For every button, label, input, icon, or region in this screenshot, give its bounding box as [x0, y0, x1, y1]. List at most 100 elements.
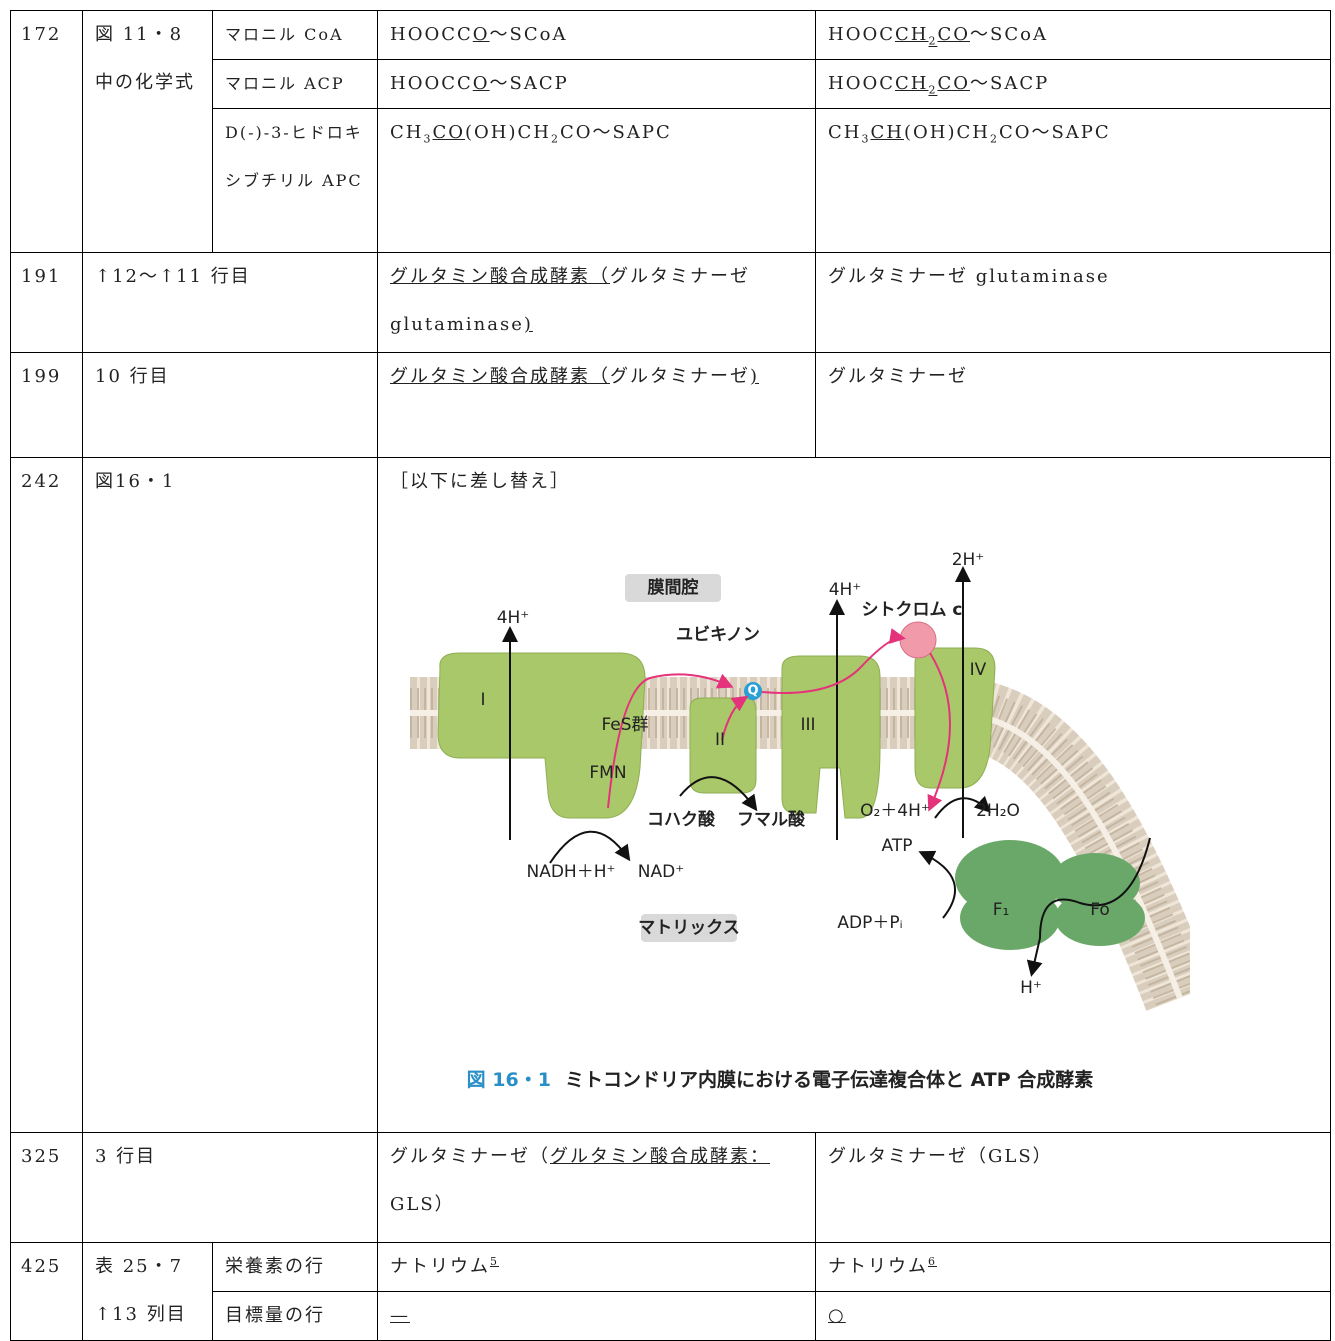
figure-label: H⁺: [1020, 978, 1042, 998]
page-number: 199: [21, 366, 62, 387]
complex-ii: [689, 697, 757, 794]
text-run: GLS）: [390, 1194, 455, 1215]
right-cell: CH3CH(OH)CH2CO～SAPC: [815, 108, 1331, 253]
arrow: [679, 776, 758, 812]
wrong-cell: グルタミナーゼ（グルタミン酸合成酵素： GLS）: [377, 1132, 816, 1243]
page-cell: 191: [10, 252, 83, 353]
row: 242 図16・1 ［以下に差し替え］ 膜間腔 4H⁺ ユビキノン 4H⁺ シトクロム c 2H…: [10, 457, 1331, 1133]
right-cell: グルタミナーゼ glutaminase: [815, 252, 1331, 353]
arrow: [721, 695, 749, 741]
arrow: [927, 652, 951, 812]
figure-label: O₂＋4H⁺: [860, 801, 930, 821]
term: 栄養素の行: [225, 1256, 325, 1277]
styled-run: 2: [550, 132, 560, 146]
figure-label: F₁: [993, 900, 1010, 920]
term: マロニル CoA: [225, 25, 344, 44]
term-cell: マロニル CoA: [212, 10, 378, 60]
errata-table: 172 図 11・8 中の化学式 マロニル CoA HOOCCO～SCoA HOOCCH…: [10, 10, 1331, 1341]
styled-run: 2: [928, 34, 938, 48]
page-cell: 199: [10, 352, 83, 458]
figure-label: ATP: [882, 836, 913, 856]
figure-label: NAD⁺: [638, 862, 684, 882]
text-run: ～SACP: [489, 73, 569, 94]
styled-run: CH: [870, 122, 904, 143]
page-number: 242: [21, 471, 62, 492]
text-run: グルタミナーゼ（GLS）: [828, 1146, 1053, 1167]
figure-caption: 図 16・1 ミトコンドリア内膜における電子伝達複合体と ATP 合成酵素: [467, 1068, 1094, 1091]
wrong-cell: CH3CO(OH)CH2CO～SAPC: [377, 108, 816, 253]
figure-label: 4H⁺: [497, 608, 530, 628]
complex-i: [437, 652, 646, 819]
text-run: CH: [390, 122, 424, 143]
figure-label: III: [800, 715, 815, 735]
styled-run: CH: [894, 24, 929, 45]
figure-label: I: [480, 690, 485, 710]
row: マロニル ACP HOOCCO～SACP HOOCCH2CO～SACP: [11, 59, 1331, 109]
location-cell: 図16・1: [82, 457, 378, 1133]
wrong-cell: HOOCCO～SACP: [377, 59, 816, 109]
right-cell: ○: [815, 1291, 1331, 1341]
figure-label: Fo: [1090, 900, 1110, 920]
text-run: ナトリウム: [828, 1256, 928, 1277]
text-run: HOOCC: [390, 73, 473, 94]
text-run: ～SCoA: [970, 24, 1048, 45]
label-box: [641, 914, 737, 942]
arrow: [1026, 837, 1151, 977]
text-run: グルタミナーゼ: [828, 366, 968, 387]
term: 目標量の行: [225, 1305, 325, 1326]
styled-run: グルタミン酸合成酵素（: [390, 266, 610, 287]
page-number: 191: [21, 266, 62, 287]
arrow: [607, 673, 734, 809]
styled-run: 5: [490, 1255, 499, 1268]
right-cell: ナトリウム6: [815, 1242, 1331, 1292]
location-cell: ↑12～↑11 行目: [82, 252, 378, 353]
location-cell: 10 行目: [82, 352, 378, 458]
row: 191 ↑12～↑11 行目 グルタミン酸合成酵素（ グルタミナーゼ glutamin…: [10, 252, 1331, 353]
location: 3 行目: [95, 1146, 157, 1167]
wrong-cell: —: [377, 1291, 816, 1341]
page-number: 172: [21, 24, 62, 45]
styled-run: ): [523, 314, 533, 335]
figure-label: Q: [747, 684, 758, 699]
text-run: HOOC: [828, 73, 895, 94]
styled-run: CO: [937, 73, 970, 94]
figure-label: コハク酸: [647, 809, 716, 830]
right-cell: グルタミナーゼ: [815, 352, 1331, 458]
cytochrome-c: [899, 621, 937, 659]
wrong-cell: グルタミン酸合成酵素（グルタミナーゼ): [377, 352, 816, 458]
location: ↑12～↑11 行目: [95, 266, 251, 287]
ubiquinone: [744, 682, 762, 700]
figure-label: 2H⁺: [952, 550, 985, 570]
text-run: ナトリウム: [390, 1256, 490, 1277]
text-run: グルタミナーゼ glutaminase: [828, 266, 1110, 287]
text-run: ～SCoA: [489, 24, 568, 45]
atp-synthase-fo: [1055, 890, 1145, 946]
row: 425 表 25・7 ↑13 列目 栄養素の行 ナトリウム5 ナトリウム6: [10, 1242, 1331, 1341]
row: 199 10 行目 グルタミン酸合成酵素（グルタミナーゼ) グルタミナーゼ: [10, 352, 1331, 458]
styled-run: O: [472, 24, 490, 45]
page-number: 325: [21, 1146, 62, 1167]
page-cell: 242: [10, 457, 83, 1133]
figure-label: NADH＋H⁺: [527, 862, 616, 882]
location: ↑13 列目: [95, 1304, 187, 1325]
arrow: [934, 795, 991, 819]
caption-part: ミトコンドリア内膜における電子伝達複合体と ATP 合成酵素: [565, 1068, 1093, 1091]
figure-label: FeS群: [601, 715, 648, 735]
figure-label: フマル酸: [737, 809, 806, 830]
page-cell: 325: [10, 1132, 83, 1243]
term-cell: 栄養素の行: [212, 1242, 378, 1292]
text-run: HOOC: [828, 24, 895, 45]
styled-run: ): [750, 366, 760, 387]
location-cell: 表 25・7 ↑13 列目: [82, 1242, 213, 1341]
styled-run: グルタミン酸合成酵素：: [550, 1146, 770, 1167]
styled-run: 3: [423, 132, 433, 146]
styled-run: CO: [432, 122, 466, 143]
page-cell: 172: [10, 10, 83, 253]
text-run: グルタミナーゼ: [610, 366, 750, 387]
location: 10 行目: [95, 366, 170, 387]
styled-run: CO: [937, 24, 970, 45]
location-cell: 図 11・8 中の化学式: [82, 10, 213, 253]
right-cell: グルタミナーゼ（GLS）: [815, 1132, 1331, 1243]
